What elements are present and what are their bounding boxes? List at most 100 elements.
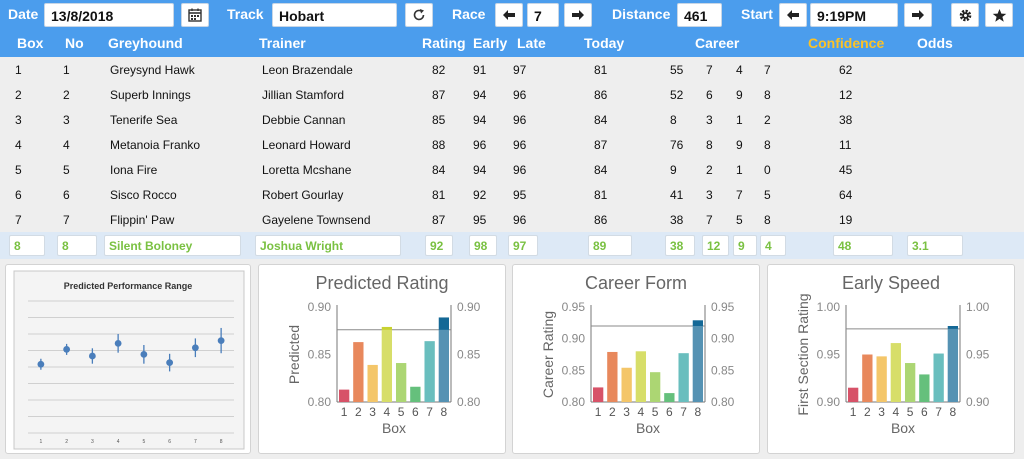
arrow-left-icon [787, 10, 799, 20]
bar [692, 320, 704, 402]
data-point [37, 360, 45, 368]
col-odds-header[interactable]: Odds [917, 35, 953, 51]
data-point [114, 339, 122, 347]
col-box-header[interactable]: Box [17, 35, 44, 51]
no-cell: 3 [63, 113, 70, 127]
col-no-header[interactable]: No [65, 35, 84, 51]
bar [678, 353, 689, 402]
box-cell: 8 [9, 235, 45, 256]
greyhound-cell: Sisco Rocco [110, 188, 177, 202]
table-row[interactable]: 2 2 Superb Innings Jillian Stamford 87 9… [0, 82, 1024, 107]
col-late-header[interactable]: Late [517, 35, 546, 51]
late-cell: 96 [513, 213, 527, 227]
table-row[interactable]: 6 6 Sisco Rocco Robert Gourlay 81 92 95 … [0, 182, 1024, 207]
x-tick-label: 1 [39, 439, 42, 445]
career-starts-cell: 76 [670, 138, 684, 152]
favorite-button[interactable] [985, 3, 1013, 27]
bar [424, 341, 435, 402]
career-thirds-cell: 7 [764, 63, 771, 77]
career-seconds-cell: 9 [733, 235, 757, 256]
start-time-field[interactable]: 9:19PM [810, 3, 898, 27]
bar [410, 386, 421, 402]
trainer-cell: Robert Gourlay [262, 188, 344, 202]
predicted-rating-chart: 0.80 0.80 0.85 0.85 0.90 0.90 1 2 3 4 5 6 7 8 Box Predi… [286, 300, 481, 436]
table-row[interactable]: 1 1 Greysynd Hawk Leon Brazendale 82 91 … [0, 57, 1024, 82]
bar-highlight [367, 364, 378, 402]
bar [862, 354, 873, 402]
x-tick-label: 8 [950, 405, 957, 419]
greyhound-cell: Flippin' Paw [110, 213, 175, 227]
predicted-rating-title: Predicted Rating [315, 273, 449, 293]
bar-highlight [424, 341, 435, 402]
table-row[interactable]: 4 4 Metanoia Franko Leonard Howard 88 96… [0, 132, 1024, 157]
settings-button[interactable] [951, 3, 979, 27]
table-row[interactable]: 5 5 Iona Fire Loretta Mcshane 84 94 96 8… [0, 157, 1024, 182]
track-field[interactable]: Hobart [272, 3, 397, 27]
career-wins-cell: 3 [706, 188, 713, 202]
y-tick-label-right: 0.95 [711, 300, 735, 314]
confidence-cell: 64 [839, 188, 853, 202]
bar [395, 363, 407, 402]
bar [904, 363, 916, 402]
col-trainer-header[interactable]: Trainer [259, 35, 306, 51]
col-early-header[interactable]: Early [473, 35, 508, 51]
col-career-header[interactable]: Career [695, 35, 740, 51]
bar-highlight [847, 387, 859, 402]
career-seconds-cell: 5 [736, 213, 743, 227]
chart-frame [13, 270, 245, 450]
x-tick-label: 2 [65, 439, 68, 445]
box-cell: 1 [15, 63, 22, 77]
start-label: Start [741, 6, 773, 22]
table-row[interactable]: 7 7 Flippin' Paw Gayelene Townsend 87 95… [0, 207, 1024, 232]
col-confidence-header[interactable]: Confidence [808, 35, 885, 51]
rating-cell: 84 [432, 163, 446, 177]
bar [919, 374, 930, 402]
early-cell: 92 [473, 188, 487, 202]
col-rating-header[interactable]: Rating [422, 35, 466, 51]
bar [649, 372, 661, 402]
bar-highlight [890, 343, 902, 402]
early-cell: 94 [473, 163, 487, 177]
start-next-button[interactable] [904, 3, 932, 27]
career-wins-cell: 6 [706, 88, 713, 102]
date-label: Date [8, 6, 39, 22]
late-cell: 96 [513, 138, 527, 152]
bar [338, 389, 350, 402]
x-tick-label: 7 [426, 405, 433, 419]
y-tick-label-left: 0.90 [308, 300, 332, 314]
col-today-header[interactable]: Today [584, 35, 625, 51]
race-next-button[interactable] [564, 3, 592, 27]
early-speed-title: Early Speed [841, 273, 941, 293]
col-greyhound-header[interactable]: Greyhound [108, 35, 183, 51]
x-axis-title: Box [382, 420, 406, 436]
career-seconds-cell: 1 [736, 113, 743, 127]
career-form-chart: 0.80 0.80 0.85 0.85 0.90 0.90 0.95 0.95 1 2 3 4 5 6 7 8… [540, 300, 735, 436]
career-wins-cell: 7 [706, 213, 713, 227]
table-row[interactable]: 3 3 Tenerife Sea Debbie Cannan 85 94 96 … [0, 107, 1024, 132]
race-prev-button[interactable] [495, 3, 523, 27]
calendar-button[interactable] [181, 3, 209, 27]
runners-table: 1 1 Greysynd Hawk Leon Brazendale 82 91 … [0, 57, 1024, 259]
data-point [166, 359, 174, 366]
race-field[interactable]: 7 [527, 3, 559, 27]
start-prev-button[interactable] [779, 3, 807, 27]
date-field[interactable]: 13/8/2018 [44, 3, 174, 27]
late-cell: 95 [513, 188, 527, 202]
x-tick-label: 7 [194, 439, 197, 445]
arrow-right-icon [912, 10, 924, 20]
bar-highlight [338, 389, 350, 402]
early-cell: 95 [473, 213, 487, 227]
late-cell: 97 [508, 235, 538, 256]
table-row-selected[interactable]: 8 8 Silent Boloney Joshua Wright 92 98 9… [0, 232, 1024, 259]
career-wins-cell: 3 [706, 113, 713, 127]
x-tick-label: 8 [220, 439, 223, 445]
bar-highlight [904, 363, 916, 402]
distance-field[interactable]: 461 [677, 3, 722, 27]
late-cell: 96 [513, 88, 527, 102]
bar-highlight [381, 329, 393, 402]
bar [933, 353, 944, 402]
today-cell: 81 [594, 188, 608, 202]
refresh-button[interactable] [405, 3, 433, 27]
today-cell: 87 [594, 138, 608, 152]
career-seconds-cell: 9 [736, 88, 743, 102]
